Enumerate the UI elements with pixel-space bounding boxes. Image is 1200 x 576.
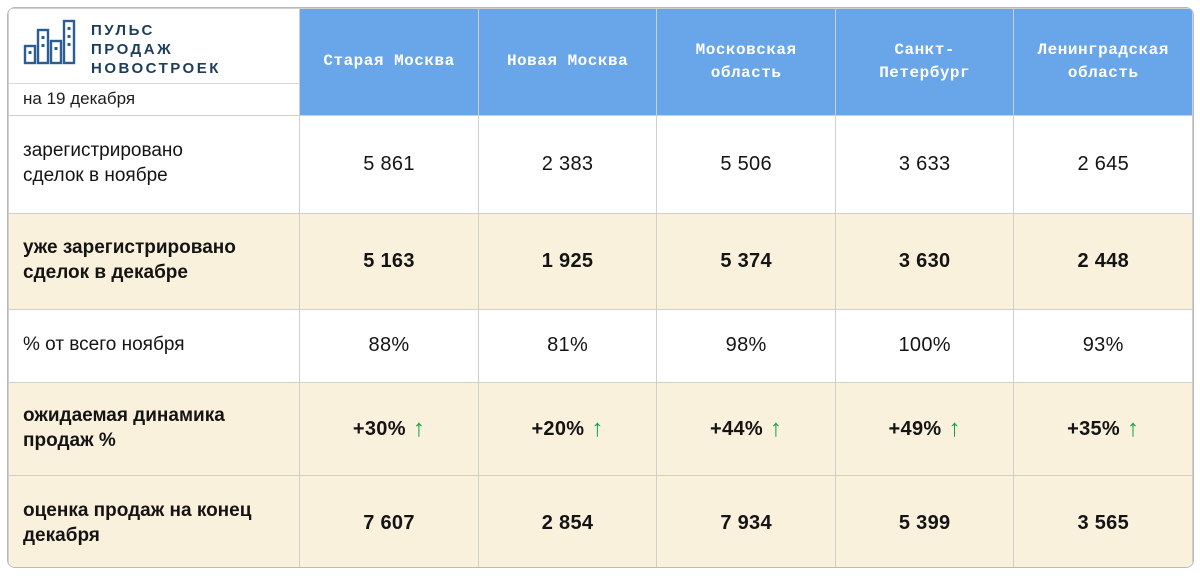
cell-value: 5 374 xyxy=(656,212,836,310)
dynamics-value: +30% xyxy=(352,417,406,440)
table-row-expected-dynamics: ожидаемая динамика продаж % +30% ↑ +20% ↑ … xyxy=(8,381,1193,476)
cell-value: 7 934 xyxy=(656,474,836,567)
cell-value: 81% xyxy=(477,308,658,383)
table-row-percent-of-november: % от всего ноября 88% 81% 98% 100% 93% xyxy=(8,308,1193,383)
logo-title-line3: НОВОСТРОЕК xyxy=(91,60,221,78)
cell-value: 5 861 xyxy=(299,114,479,214)
cell-value: 2 854 xyxy=(477,474,658,567)
cell-value: 5 163 xyxy=(299,212,479,310)
report-date: на 19 декабря xyxy=(9,82,300,115)
table-row-registered-november: зарегистрировано сделок в ноябре 5 861 2… xyxy=(8,114,1193,214)
cell-value: 3 565 xyxy=(1013,474,1193,567)
cell-value: 2 448 xyxy=(1013,212,1193,310)
cell-value: 3 630 xyxy=(834,212,1015,310)
table-frame: ПУЛЬС ПРОДАЖ НОВОСТРОЕК на 19 декабря Ст… xyxy=(7,7,1194,568)
cell-value: 93% xyxy=(1013,308,1193,383)
row-label: зарегистрировано сделок в ноябре xyxy=(8,114,301,214)
cell-value: 5 399 xyxy=(834,474,1015,567)
row-label: оценка продаж на конец декабря xyxy=(8,474,301,567)
header-row: ПУЛЬС ПРОДАЖ НОВОСТРОЕК на 19 декабря Ст… xyxy=(8,8,1193,116)
cell-value: +30% ↑ xyxy=(299,381,479,476)
logo-title-line2: ПРОДАЖ xyxy=(91,41,174,59)
row-label: ожидаемая динамика продаж % xyxy=(8,381,301,476)
cell-value: 100% xyxy=(834,308,1015,383)
logo-title-line1: ПУЛЬС xyxy=(91,22,155,39)
column-header-leningradskaya-oblast: Ленинградская область xyxy=(1013,8,1193,116)
cell-value: 88% xyxy=(299,308,479,383)
dynamics-value: +44% xyxy=(710,417,763,440)
logo: ПУЛЬС ПРОДАЖ НОВОСТРОЕК xyxy=(9,9,299,83)
table-row-estimated-end-december: оценка продаж на конец декабря 7 607 2 8… xyxy=(8,474,1193,567)
up-arrow-icon: ↑ xyxy=(948,414,961,442)
dynamics-value: +35% xyxy=(1067,417,1121,440)
column-header-novaya-moskva: Новая Москва xyxy=(477,8,658,116)
cell-value: 5 506 xyxy=(656,114,836,214)
cell-value: +35% ↑ xyxy=(1013,381,1193,476)
row-label: уже зарегистрировано сделок в декабре xyxy=(8,212,301,310)
cell-value: +44% ↑ xyxy=(656,381,836,476)
column-header-moskovskaya-oblast: Московская область xyxy=(656,8,836,116)
column-header-sankt-peterburg: Санкт- Петербург xyxy=(834,8,1015,116)
cell-value: +20% ↑ xyxy=(477,381,658,476)
cell-value: 3 633 xyxy=(834,114,1015,214)
cell-value: 1 925 xyxy=(477,212,658,310)
cell-value: 2 645 xyxy=(1013,114,1193,214)
dynamics-value: +20% xyxy=(531,417,585,440)
row-label: % от всего ноября xyxy=(8,308,301,383)
cell-value: 2 383 xyxy=(477,114,658,214)
dynamics-value: +49% xyxy=(888,417,942,440)
sales-table: ПУЛЬС ПРОДАЖ НОВОСТРОЕК на 19 декабря Ст… xyxy=(8,8,1193,567)
column-header-staraya-moskva: Старая Москва xyxy=(299,8,479,116)
cell-value: 7 607 xyxy=(299,474,479,567)
logo-title: ПУЛЬС ПРОДАЖ НОВОСТРОЕК xyxy=(91,19,221,79)
logo-cell: ПУЛЬС ПРОДАЖ НОВОСТРОЕК на 19 декабря xyxy=(8,8,301,116)
up-arrow-icon: ↑ xyxy=(591,414,604,442)
up-arrow-icon: ↑ xyxy=(412,414,426,442)
buildings-bars-icon xyxy=(23,19,81,65)
up-arrow-icon: ↑ xyxy=(769,414,783,442)
up-arrow-icon: ↑ xyxy=(1127,414,1140,442)
table-row-registered-december: уже зарегистрировано сделок в декабре 5 … xyxy=(8,212,1193,310)
cell-value: +49% ↑ xyxy=(834,381,1015,476)
cell-value: 98% xyxy=(656,308,836,383)
